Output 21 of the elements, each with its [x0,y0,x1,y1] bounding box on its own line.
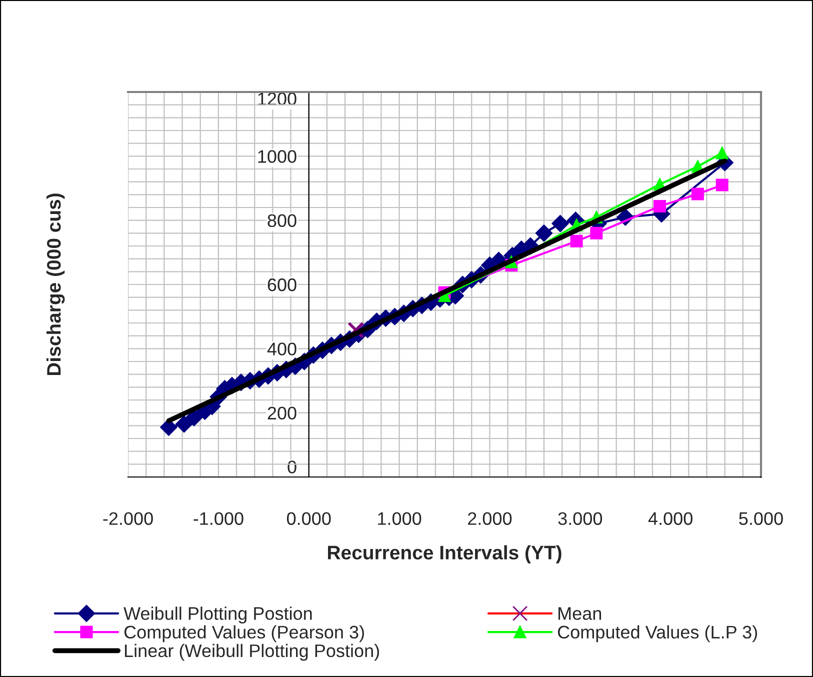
x-tick-label: 2.000 [468,512,512,525]
y-tick-label: 400 [267,342,296,356]
y-tick-label: 1000 [258,150,296,163]
legend-label: Computed Values (Pearson 3) [124,625,364,642]
x-axis-title: Recurrence Intervals (YT) [328,545,562,564]
x-tick-label: 5.000 [739,512,783,525]
legend-label: Weibull Plotting Postion [124,606,312,624]
x-tick-label: -2.000 [103,512,153,525]
legend-label: Mean [558,607,602,620]
y-axis-title: Discharge (000 cus) [46,194,65,376]
x-tick-label: 3.000 [558,512,602,525]
x-tick-label: 1.000 [378,512,422,525]
legend-label: Computed Values (L.P 3) [558,625,757,642]
x-tick-label: 4.000 [648,512,692,525]
y-tick-label: 800 [268,214,296,228]
y-tick-label: 200 [268,406,296,420]
x-tick-label: -1.000 [194,512,244,525]
y-tick-label: 600 [268,278,296,292]
x-tick-label: 0.000 [286,512,331,525]
legend-label: Linear (Weibull Plotting Postion) [124,644,379,661]
y-tick-label: 0 [288,460,296,474]
